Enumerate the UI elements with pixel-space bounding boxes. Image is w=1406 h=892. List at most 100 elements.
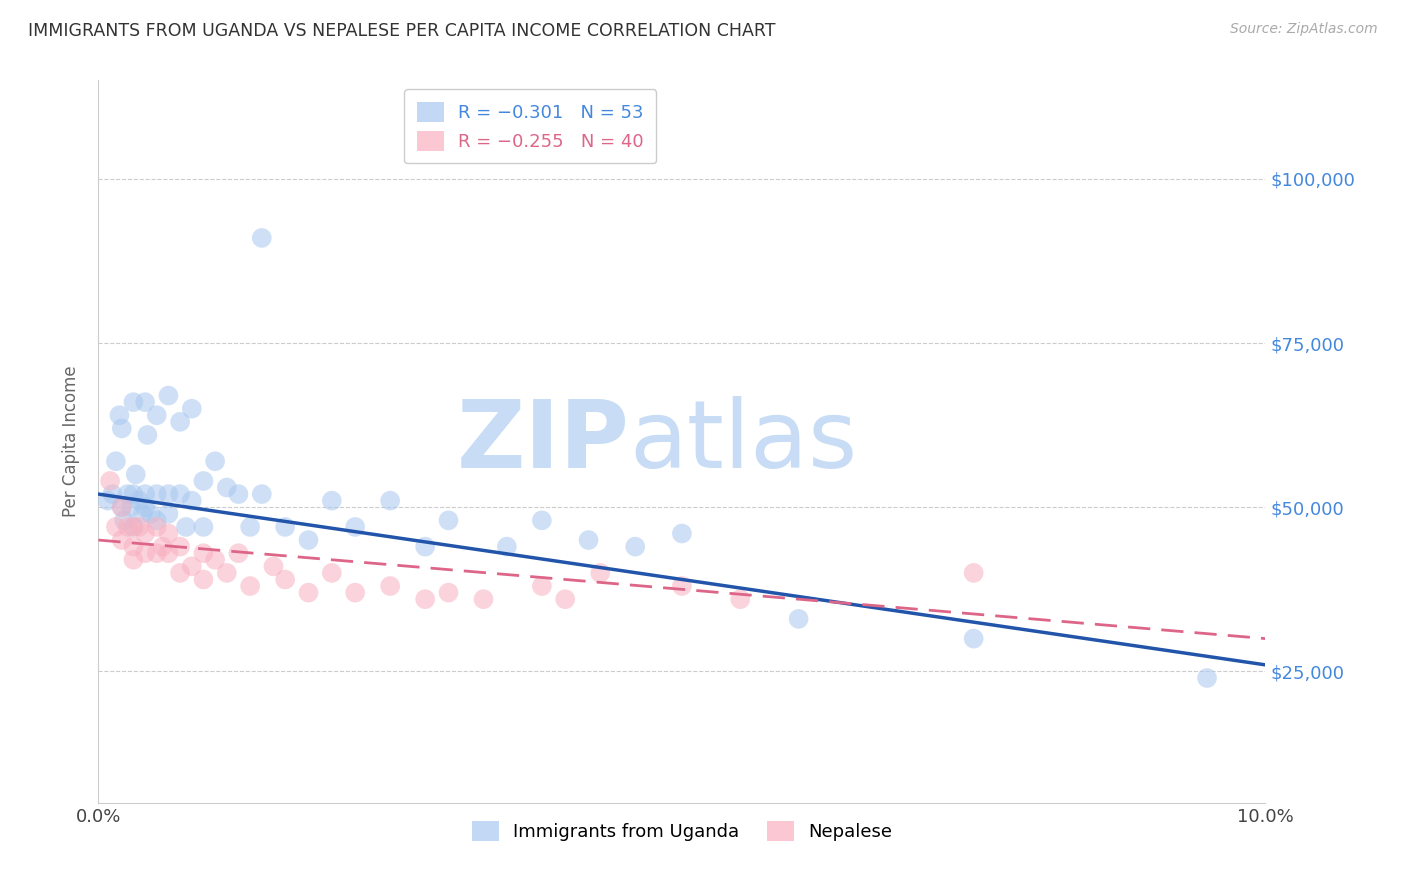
Point <box>321 493 343 508</box>
Point <box>413 540 436 554</box>
Point <box>146 513 169 527</box>
Point <box>344 520 367 534</box>
Text: Source: ZipAtlas.com: Source: ZipAtlas.com <box>1230 22 1378 37</box>
Point <box>228 546 250 560</box>
Point <box>98 474 121 488</box>
Point <box>180 493 202 508</box>
Point <box>193 474 215 488</box>
Point <box>228 487 250 501</box>
Point <box>262 559 284 574</box>
Point <box>1195 671 1218 685</box>
Point <box>152 540 174 554</box>
Point <box>111 500 134 515</box>
Point <box>157 526 180 541</box>
Point <box>169 487 191 501</box>
Point <box>589 566 612 580</box>
Point <box>274 573 297 587</box>
Point <box>787 612 810 626</box>
Point <box>250 487 273 501</box>
Point <box>437 513 460 527</box>
Point <box>134 500 156 515</box>
Point <box>472 592 495 607</box>
Point <box>111 533 134 547</box>
Point <box>157 546 180 560</box>
Point <box>624 540 647 554</box>
Point <box>671 526 693 541</box>
Y-axis label: Per Capita Income: Per Capita Income <box>62 366 80 517</box>
Point <box>122 520 145 534</box>
Point <box>146 487 169 501</box>
Point <box>250 231 273 245</box>
Point <box>169 415 191 429</box>
Point <box>962 632 984 646</box>
Point <box>112 513 135 527</box>
Point <box>671 579 693 593</box>
Point <box>128 520 150 534</box>
Point <box>146 546 169 560</box>
Point <box>134 487 156 501</box>
Point <box>962 566 984 580</box>
Point <box>380 579 402 593</box>
Point <box>117 487 139 501</box>
Point <box>139 507 162 521</box>
Point <box>530 513 553 527</box>
Point <box>111 421 134 435</box>
Point <box>530 579 553 593</box>
Point <box>128 493 150 508</box>
Point <box>97 493 120 508</box>
Point <box>297 533 319 547</box>
Text: atlas: atlas <box>630 395 858 488</box>
Point <box>380 493 402 508</box>
Point <box>193 573 215 587</box>
Point <box>239 520 262 534</box>
Point <box>215 566 238 580</box>
Text: IMMIGRANTS FROM UGANDA VS NEPALESE PER CAPITA INCOME CORRELATION CHART: IMMIGRANTS FROM UGANDA VS NEPALESE PER C… <box>28 22 776 40</box>
Point <box>122 395 145 409</box>
Point <box>180 559 202 574</box>
Point <box>157 388 180 402</box>
Point <box>496 540 519 554</box>
Point <box>321 566 343 580</box>
Point <box>157 487 180 501</box>
Point <box>111 500 134 515</box>
Point <box>146 520 169 534</box>
Point <box>578 533 600 547</box>
Point <box>136 428 159 442</box>
Point <box>157 507 180 521</box>
Point <box>204 454 226 468</box>
Point <box>169 566 191 580</box>
Point <box>193 520 215 534</box>
Point <box>437 585 460 599</box>
Point <box>274 520 297 534</box>
Point <box>344 585 367 599</box>
Point <box>554 592 576 607</box>
Legend: Immigrants from Uganda, Nepalese: Immigrants from Uganda, Nepalese <box>454 803 910 859</box>
Text: ZIP: ZIP <box>457 395 630 488</box>
Point <box>122 540 145 554</box>
Point <box>104 454 127 468</box>
Point <box>239 579 262 593</box>
Point <box>120 500 142 515</box>
Point <box>134 395 156 409</box>
Point <box>122 520 145 534</box>
Point <box>132 507 155 521</box>
Point <box>169 540 191 554</box>
Point <box>180 401 202 416</box>
Point <box>108 409 131 423</box>
Point <box>413 592 436 607</box>
Point <box>134 526 156 541</box>
Point <box>297 585 319 599</box>
Point <box>146 409 169 423</box>
Point <box>101 487 124 501</box>
Point <box>215 481 238 495</box>
Point <box>193 546 215 560</box>
Point <box>204 553 226 567</box>
Point <box>104 520 127 534</box>
Point <box>730 592 752 607</box>
Point <box>134 546 156 560</box>
Point <box>174 520 197 534</box>
Point <box>117 520 139 534</box>
Point <box>122 553 145 567</box>
Point <box>125 467 148 482</box>
Point <box>122 487 145 501</box>
